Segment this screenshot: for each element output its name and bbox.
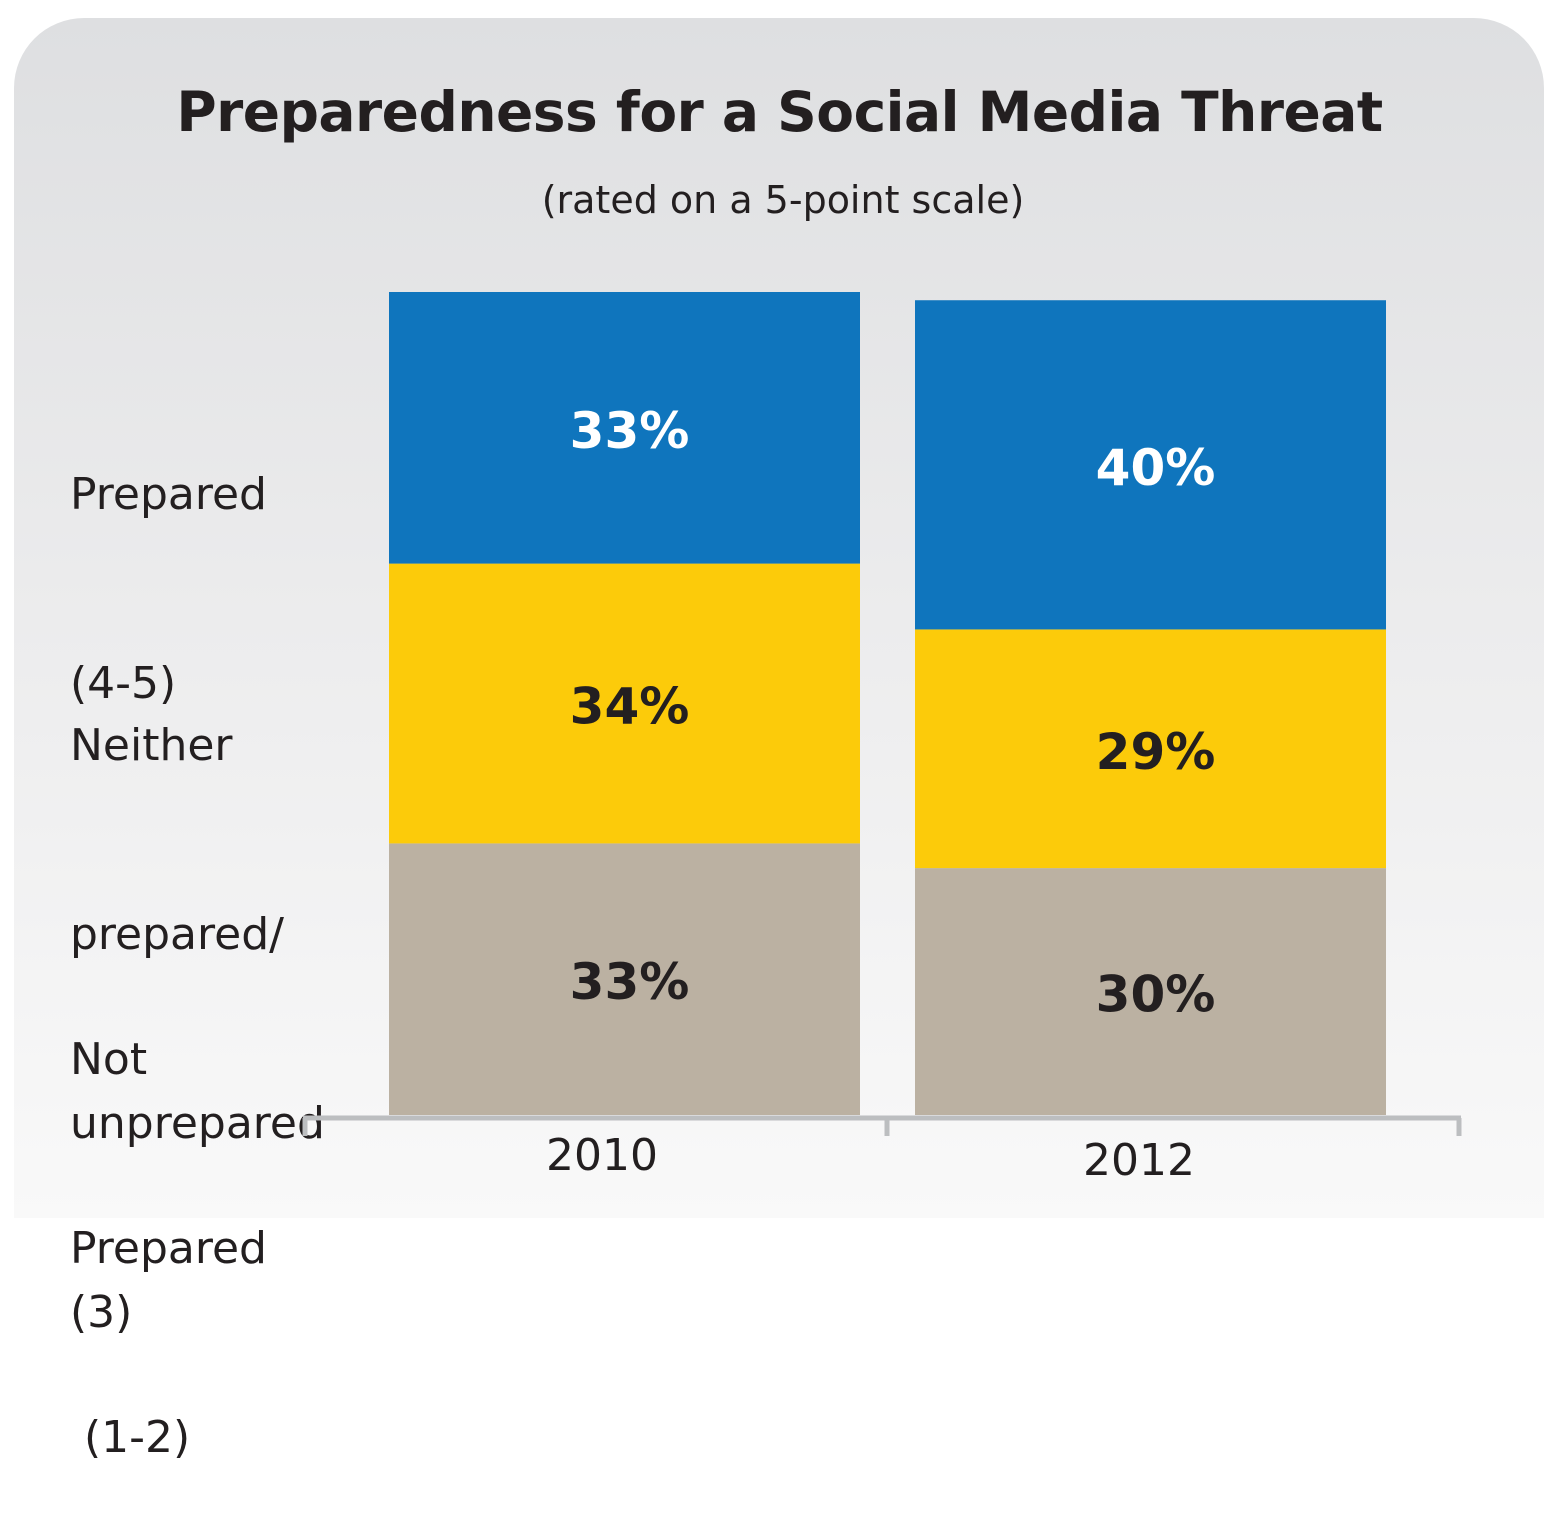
series-label-line: (1-2) bbox=[70, 1412, 191, 1463]
chart-title: Preparedness for a Social Media Threat bbox=[176, 80, 1383, 144]
series-label-line: Not bbox=[70, 1034, 148, 1085]
data-label: 29% bbox=[1096, 723, 1216, 781]
bar-segment bbox=[915, 629, 1386, 869]
series-label-line: Prepared bbox=[70, 469, 267, 520]
data-label: 33% bbox=[570, 402, 690, 460]
chart-subtitle: (rated on a 5-point scale) bbox=[541, 178, 1025, 222]
series-label-line: (4-5) bbox=[70, 658, 177, 709]
data-label: 34% bbox=[570, 678, 690, 736]
series-label-line: Prepared bbox=[70, 1223, 267, 1274]
data-label: 40% bbox=[1096, 439, 1216, 497]
series-label-line: prepared/ bbox=[70, 909, 284, 960]
data-label: 33% bbox=[570, 953, 690, 1011]
bar-segment bbox=[915, 300, 1386, 630]
bar-segment bbox=[389, 843, 860, 1115]
series-label-prepared: Prepared (4-5) bbox=[70, 337, 267, 778]
x-tick-label: 2012 bbox=[1083, 1135, 1195, 1186]
bar-segment bbox=[389, 563, 860, 844]
bar-segment bbox=[389, 292, 860, 564]
series-label-line: Neither bbox=[70, 720, 233, 771]
data-label: 30% bbox=[1096, 966, 1216, 1024]
x-tick-label: 2010 bbox=[546, 1130, 658, 1181]
stacked-bar-chart: 33% 34% 33% 30% 29% 40% 2010 2012 bbox=[302, 292, 1462, 1186]
bar-segment bbox=[915, 868, 1386, 1115]
series-label-line: unprepared bbox=[70, 1098, 325, 1149]
